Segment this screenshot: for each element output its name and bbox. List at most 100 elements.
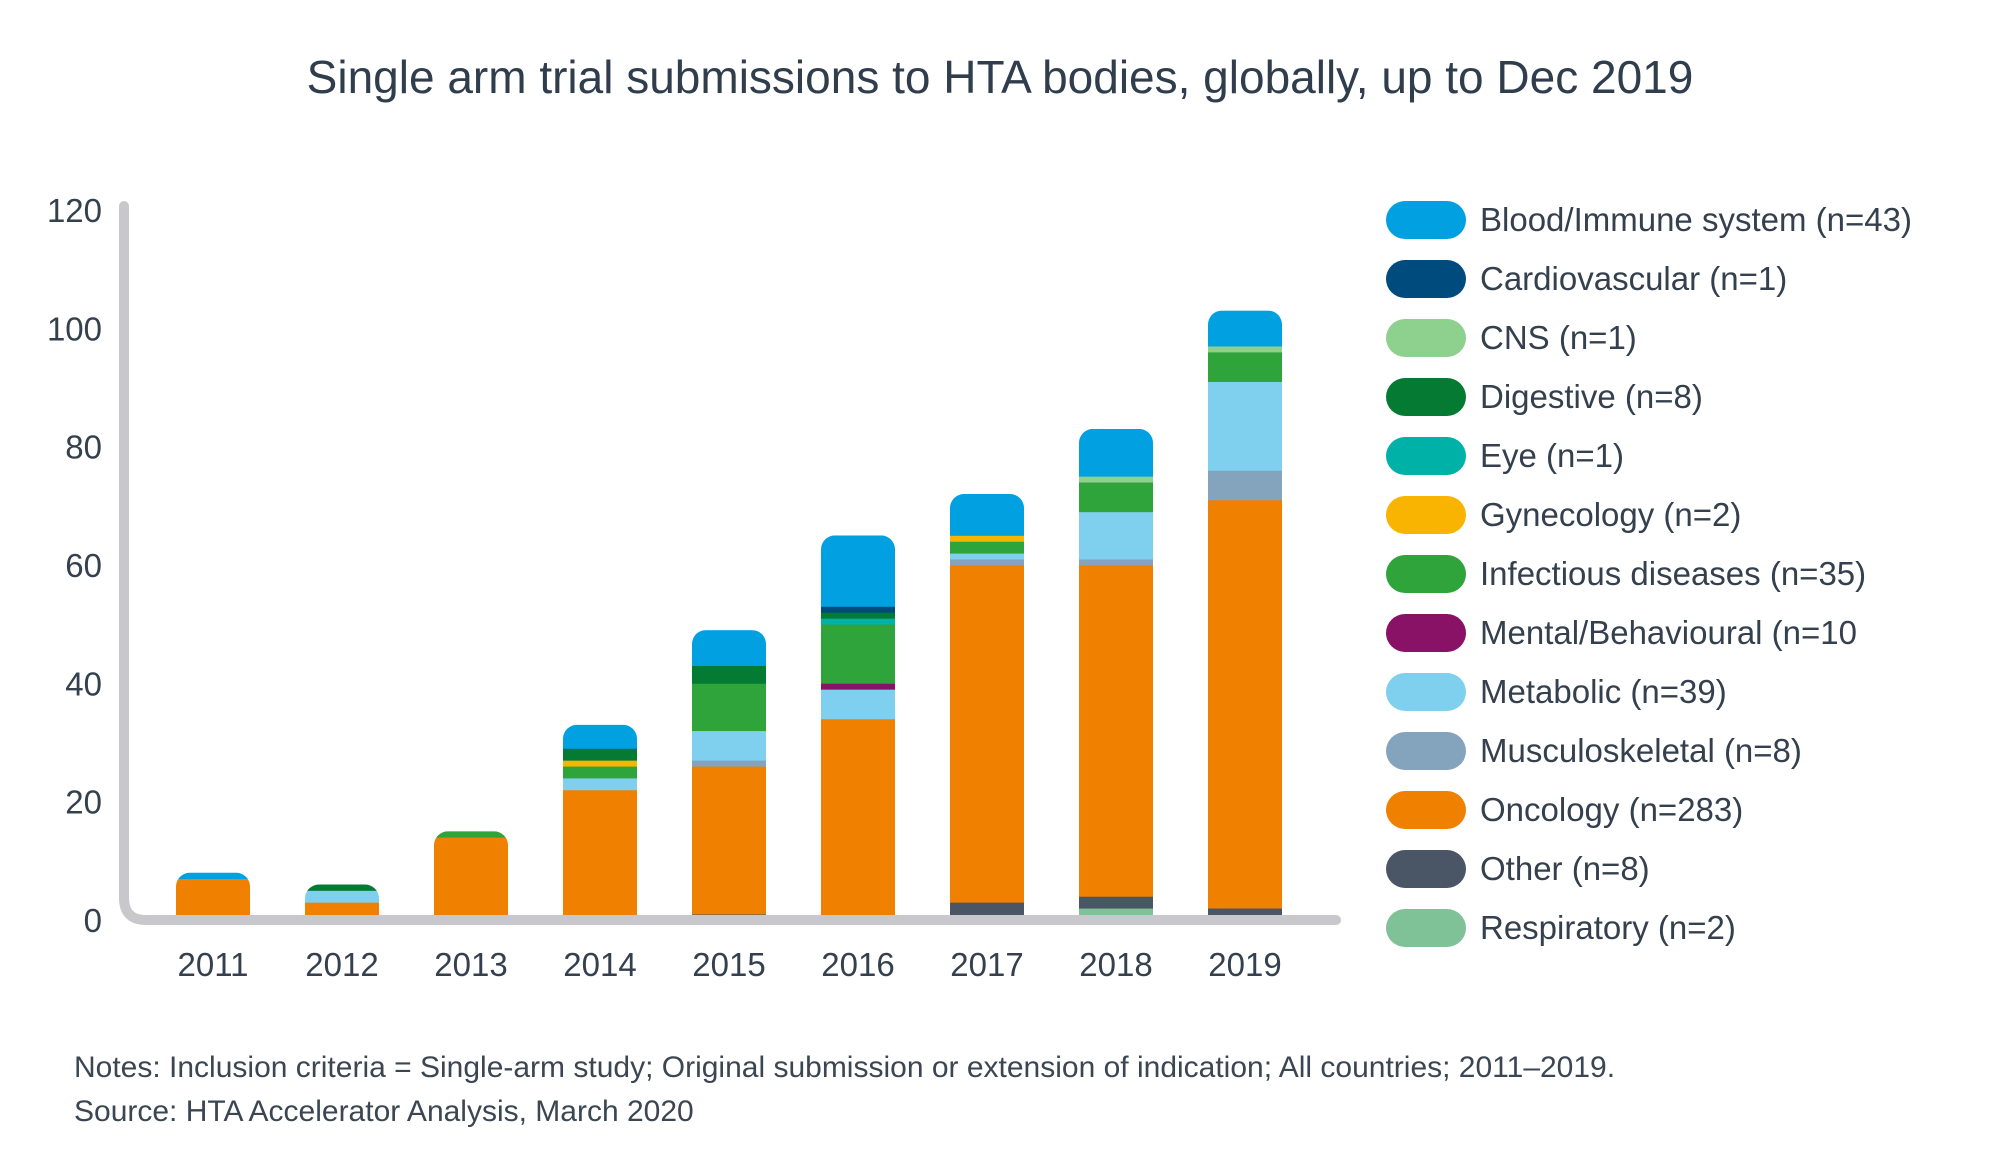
- bar-segment: [434, 837, 508, 921]
- legend-item: Cardiovascular (n=1): [1386, 249, 1986, 308]
- legend-swatch: [1386, 318, 1466, 357]
- bar-segment: [176, 878, 250, 921]
- bar-stack-2013: [434, 831, 508, 921]
- chart-title: Single arm trial submissions to HTA bodi…: [306, 51, 1694, 103]
- legend-item: Other (n=8): [1386, 839, 1986, 898]
- legend-label: CNS (n=1): [1480, 318, 1637, 356]
- x-tick-label: 2011: [178, 946, 249, 983]
- bar-segment: [1079, 559, 1153, 566]
- legend-label: Eye (n=1): [1480, 436, 1624, 474]
- bar-segment: [692, 630, 766, 666]
- bar-segment: [1208, 381, 1282, 471]
- legend-label: Infectious diseases (n=35): [1480, 554, 1867, 592]
- bar-stack-2015: [692, 630, 766, 921]
- legend-swatch: [1386, 613, 1466, 652]
- bar-segment: [1079, 428, 1153, 477]
- x-tick-label: 2012: [305, 946, 378, 983]
- bar-stack-2016: [821, 535, 895, 921]
- legend-label: Musculoskeletal (n=8): [1480, 731, 1802, 769]
- bar-segment: [1208, 470, 1282, 501]
- legend-swatch: [1386, 849, 1466, 888]
- legend-item: CNS (n=1): [1386, 308, 1986, 367]
- x-tick-label: 2014: [563, 946, 636, 983]
- bar-segment: [950, 494, 1024, 536]
- legend-label: Respiratory (n=2): [1480, 908, 1736, 946]
- y-tick-label: 60: [65, 547, 102, 584]
- legend-item: Eye (n=1): [1386, 426, 1986, 485]
- legend-label: Oncology (n=283): [1480, 790, 1744, 828]
- bar-segment: [821, 535, 895, 607]
- notes-source: Source: HTA Accelerator Analysis, March …: [74, 1095, 694, 1128]
- bar-segment: [821, 689, 895, 720]
- x-axis-ticks: 2011 2012 2013 2014 2015 2016 2017 2018 2019: [178, 946, 1282, 983]
- bar-stack-2011: [176, 872, 250, 921]
- legend-label: Blood/Immune system (n=43): [1480, 200, 1912, 238]
- y-tick-label: 20: [65, 784, 102, 821]
- bar-segment: [563, 789, 637, 921]
- bar-segment: [950, 559, 1024, 566]
- legend-swatch: [1386, 672, 1466, 711]
- x-tick-label: 2015: [692, 946, 765, 983]
- bar-segment: [305, 890, 379, 903]
- bar-segment: [821, 618, 895, 625]
- bar-segment: [1079, 511, 1153, 560]
- legend-item: Metabolic (n=39): [1386, 662, 1986, 721]
- bar-segment: [821, 683, 895, 690]
- x-tick-label: 2016: [821, 946, 894, 983]
- bar-segment: [1079, 565, 1153, 897]
- x-tick-label: 2013: [434, 946, 507, 983]
- x-tick-label: 2017: [950, 946, 1023, 983]
- bar-segment: [563, 766, 637, 779]
- y-tick-label: 40: [65, 665, 102, 702]
- legend: Blood/Immune system (n=43) Cardiovascular…: [1386, 190, 1986, 957]
- bar-stack-2014: [563, 724, 637, 921]
- bar-segment: [692, 760, 766, 767]
- legend-swatch: [1386, 554, 1466, 593]
- y-tick-label: 80: [65, 429, 102, 466]
- legend-item: Infectious diseases (n=35): [1386, 544, 1986, 603]
- legend-item: Oncology (n=283): [1386, 780, 1986, 839]
- bar-segment: [1208, 310, 1282, 347]
- legend-item: Respiratory (n=2): [1386, 898, 1986, 957]
- bar-segment: [1208, 352, 1282, 382]
- y-axis-ticks: 0 20 40 60 80 100 120: [47, 192, 102, 939]
- bar-segment: [692, 683, 766, 732]
- notes: Notes: Inclusion criteria = Single-arm s…: [74, 1046, 1615, 1134]
- bar-segment: [692, 730, 766, 761]
- x-tick-label: 2018: [1079, 946, 1152, 983]
- y-tick-label: 0: [84, 902, 102, 939]
- bar-stack-2019: [1208, 310, 1282, 921]
- bar-segment: [563, 778, 637, 791]
- y-tick-label: 120: [47, 192, 102, 229]
- bars: [176, 310, 1282, 921]
- legend-label: Cardiovascular (n=1): [1480, 259, 1788, 297]
- legend-swatch: [1386, 436, 1466, 475]
- bar-segment: [563, 748, 637, 761]
- x-tick-label: 2019: [1208, 946, 1281, 983]
- bar-stack-2017: [950, 494, 1024, 921]
- bar-segment: [305, 884, 379, 891]
- bar-segment: [1079, 896, 1153, 909]
- bar-segment: [1208, 499, 1282, 909]
- bar-segment: [1079, 476, 1153, 483]
- bar-segment: [1079, 482, 1153, 513]
- bar-stack-2018: [1079, 428, 1153, 921]
- notes-inclusion: Notes: Inclusion criteria = Single-arm s…: [74, 1051, 1616, 1084]
- bar-segment: [692, 766, 766, 915]
- bar-segment: [950, 541, 1024, 554]
- bar-segment: [821, 606, 895, 613]
- bar-segment: [1208, 346, 1282, 353]
- legend-item: Musculoskeletal (n=8): [1386, 721, 1986, 780]
- legend-label: Metabolic (n=39): [1480, 672, 1727, 710]
- bar-segment: [950, 535, 1024, 542]
- bar-segment: [950, 553, 1024, 560]
- legend-item: Gynecology (n=2): [1386, 485, 1986, 544]
- bar-segment: [563, 724, 637, 749]
- legend-swatch: [1386, 495, 1466, 534]
- legend-label: Digestive (n=8): [1480, 377, 1703, 415]
- legend-item: Blood/Immune system (n=43): [1386, 190, 1986, 249]
- bar-segment: [821, 624, 895, 684]
- legend-label: Other (n=8): [1480, 849, 1650, 887]
- axis-line: [119, 201, 1341, 925]
